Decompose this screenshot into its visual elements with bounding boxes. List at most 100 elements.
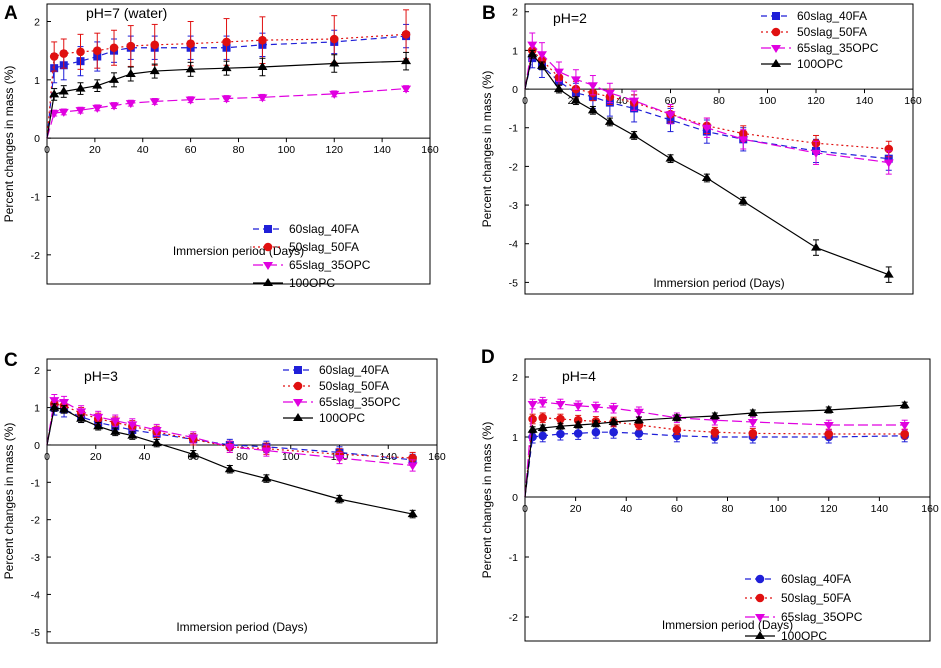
y-tick-label: 0 — [512, 492, 518, 504]
data-point — [329, 34, 339, 44]
data-point — [553, 84, 564, 93]
data-point — [629, 130, 640, 139]
data-point — [634, 429, 644, 438]
data-point — [329, 58, 340, 67]
x-tick-label: 160 — [921, 503, 939, 515]
y-tick-label: -2 — [31, 515, 40, 527]
data-point — [49, 89, 60, 98]
series-65slag_35OPC — [46, 85, 412, 139]
data-point — [151, 427, 162, 435]
x-tick-label: 160 — [421, 144, 439, 156]
data-point — [59, 49, 69, 58]
data-point — [401, 56, 412, 65]
data-point — [536, 60, 547, 69]
data-point — [573, 429, 583, 438]
legend-marker — [293, 381, 303, 391]
data-point — [710, 427, 720, 437]
y-tick-label: 1 — [34, 403, 40, 415]
legend-marker — [755, 631, 765, 639]
data-point — [900, 429, 909, 439]
legend-marker — [263, 262, 273, 270]
series-100OPC — [46, 402, 418, 519]
data-point — [573, 402, 584, 411]
legend: 60slag_40FA 50slag_50FA 65slag_35OPC 100OPC — [253, 222, 371, 290]
data-point — [261, 473, 272, 482]
data-point — [671, 412, 682, 421]
x-tick-label: 20 — [89, 144, 101, 156]
data-point — [59, 398, 70, 407]
x-tick-label: 40 — [137, 144, 149, 156]
data-point — [553, 68, 564, 77]
chart-panel-b: B020406080100120140160-5-4-3-2-1012Immer… — [480, 3, 922, 295]
legend-marker — [755, 574, 765, 584]
chart-panel-d: D 0 20 40 60 80 100 120 140 160 -2 -1 0 1 2 Immersion p… — [480, 347, 939, 643]
data-point — [665, 111, 676, 120]
x-tick-label: 0 — [44, 144, 50, 156]
data-point — [527, 401, 538, 409]
panel-letter: D — [481, 347, 495, 368]
x-tick-label: 100 — [282, 451, 300, 463]
x-tick-label: 40 — [139, 451, 151, 463]
data-point — [185, 96, 196, 105]
legend-entry: 100OPC — [797, 57, 843, 71]
y-tick-label: 1 — [512, 432, 518, 444]
data-point — [109, 102, 120, 111]
x-tick-label: 40 — [616, 95, 628, 107]
plot-frame — [46, 358, 438, 644]
y-tick-label: -5 — [509, 277, 518, 289]
data-point — [334, 455, 345, 464]
data-point — [528, 414, 537, 424]
data-point — [672, 431, 682, 441]
data-point — [556, 414, 565, 424]
data-point — [110, 426, 121, 435]
plot-frame — [46, 3, 431, 285]
data-point — [701, 173, 712, 181]
data-point — [537, 399, 548, 408]
legend-marker — [293, 399, 303, 407]
data-point — [258, 35, 267, 45]
ph-label: pH=7 (water) — [86, 5, 167, 21]
data-point — [527, 424, 538, 433]
x-tick-label: 60 — [185, 144, 197, 156]
data-point — [58, 108, 69, 117]
data-point — [109, 74, 120, 83]
x-tick-label: 100 — [759, 95, 777, 107]
data-point — [329, 90, 340, 99]
y-tick-label: 1 — [34, 75, 40, 87]
data-point — [747, 408, 758, 416]
y-axis-title: Percent changes in mass (%) — [2, 423, 16, 580]
legend: 60slag_40FA 50slag_50FA 65slag_35OPC 100OPC — [761, 9, 879, 71]
data-point — [590, 418, 601, 427]
x-tick-label: 60 — [671, 503, 683, 515]
data-point — [609, 427, 618, 437]
data-point — [629, 97, 640, 106]
chart-panel-c: C020406080100120140160-5-4-3-2-1012Immer… — [2, 350, 446, 644]
data-point — [76, 47, 85, 57]
data-point — [555, 421, 566, 430]
y-tick-label: -1 — [509, 552, 518, 564]
y-tick-label: -2 — [509, 612, 518, 624]
data-point — [149, 66, 160, 75]
data-point — [110, 417, 121, 426]
data-point — [221, 63, 232, 72]
data-point — [49, 52, 59, 61]
y-tick-label: 1 — [512, 45, 518, 57]
data-point — [747, 419, 758, 427]
series-50slag_50FA — [46, 9, 411, 139]
ph-label: pH=2 — [553, 10, 587, 26]
x-axis-title: Immersion period (Days) — [662, 618, 793, 632]
data-point — [401, 85, 412, 94]
data-point — [709, 411, 720, 419]
data-point — [185, 64, 196, 73]
data-point — [49, 397, 60, 406]
x-tick-label: 20 — [90, 451, 102, 463]
panel-letter: C — [4, 350, 18, 371]
data-point — [75, 83, 86, 92]
data-point — [570, 95, 581, 104]
data-point — [587, 105, 598, 114]
data-point — [125, 69, 136, 77]
x-tick-label: 40 — [620, 503, 632, 515]
x-axis-title: Immersion period (Days) — [176, 620, 307, 634]
legend-marker — [263, 242, 273, 252]
series-65slag_35OPC — [524, 396, 910, 498]
